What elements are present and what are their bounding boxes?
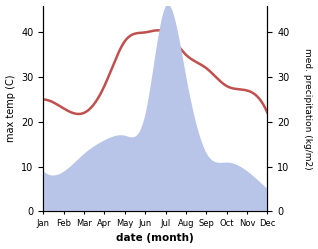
Y-axis label: med. precipitation (kg/m2): med. precipitation (kg/m2) bbox=[303, 48, 313, 169]
Y-axis label: max temp (C): max temp (C) bbox=[5, 75, 16, 142]
X-axis label: date (month): date (month) bbox=[116, 234, 194, 244]
